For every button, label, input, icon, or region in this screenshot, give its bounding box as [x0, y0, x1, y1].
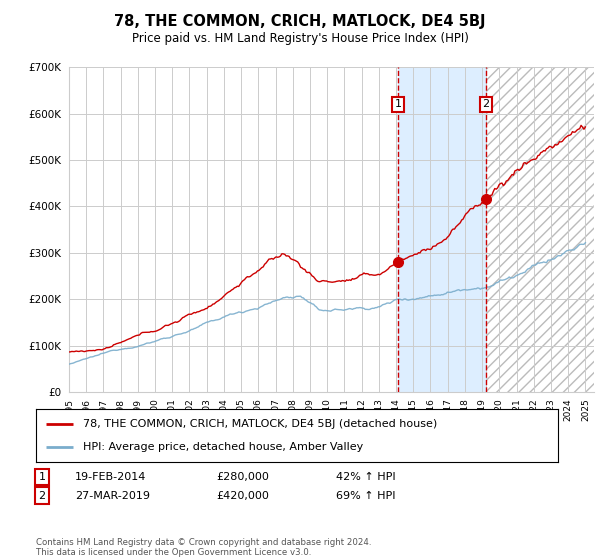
Text: 1: 1	[395, 99, 401, 109]
Text: 78, THE COMMON, CRICH, MATLOCK, DE4 5BJ: 78, THE COMMON, CRICH, MATLOCK, DE4 5BJ	[114, 14, 486, 29]
Text: £420,000: £420,000	[216, 491, 269, 501]
Text: HPI: Average price, detached house, Amber Valley: HPI: Average price, detached house, Ambe…	[83, 442, 363, 452]
Bar	[486, 67, 594, 392]
Text: Price paid vs. HM Land Registry's House Price Index (HPI): Price paid vs. HM Land Registry's House …	[131, 32, 469, 45]
Text: 42% ↑ HPI: 42% ↑ HPI	[336, 472, 395, 482]
Text: 78, THE COMMON, CRICH, MATLOCK, DE4 5BJ (detached house): 78, THE COMMON, CRICH, MATLOCK, DE4 5BJ …	[83, 419, 437, 429]
Text: 19-FEB-2014: 19-FEB-2014	[75, 472, 146, 482]
Text: 1: 1	[38, 472, 46, 482]
Text: 2: 2	[482, 99, 490, 109]
Text: 2: 2	[38, 491, 46, 501]
Text: Contains HM Land Registry data © Crown copyright and database right 2024.
This d: Contains HM Land Registry data © Crown c…	[36, 538, 371, 557]
Bar	[398, 67, 486, 392]
Text: 69% ↑ HPI: 69% ↑ HPI	[336, 491, 395, 501]
Text: £280,000: £280,000	[216, 472, 269, 482]
Text: 27-MAR-2019: 27-MAR-2019	[75, 491, 150, 501]
